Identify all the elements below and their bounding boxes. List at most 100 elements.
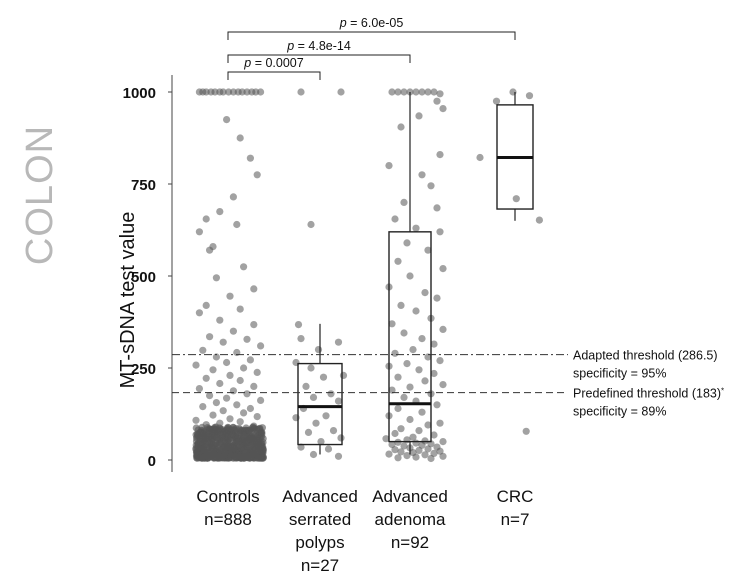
y-tick-label: 250: [131, 361, 156, 378]
control-point: [220, 435, 228, 443]
adenoma-point: [412, 453, 420, 461]
control-point: [229, 193, 237, 201]
control-point: [202, 301, 210, 309]
adenoma-point: [433, 204, 441, 212]
bracket-line: [227, 54, 411, 63]
adenoma-point: [439, 381, 447, 389]
adenoma-point: [400, 198, 408, 206]
control-point: [229, 387, 237, 395]
serrated-point: [294, 321, 303, 329]
control-point: [252, 449, 260, 457]
control-point: [246, 154, 254, 162]
control-point: [226, 292, 234, 300]
box-1: [297, 323, 343, 455]
control-point: [250, 321, 258, 329]
adenoma-point: [430, 88, 438, 96]
x-category-label: n=27: [301, 556, 339, 575]
control-point: [210, 427, 218, 435]
control-point: [199, 403, 207, 411]
adenoma-point: [439, 105, 447, 113]
control-point: [212, 274, 220, 282]
control-point: [250, 285, 258, 293]
x-category-label: polyps: [295, 533, 344, 552]
control-point: [237, 444, 245, 452]
control-point: [204, 452, 212, 460]
boxes: [297, 92, 534, 455]
control-point: [230, 426, 238, 434]
p-value-label: p = 0.0007: [243, 56, 303, 70]
adenoma-point: [388, 320, 396, 328]
adenoma-point: [415, 427, 423, 435]
side-label: COLON: [8, 100, 68, 290]
crc-point: [535, 216, 544, 224]
comparison-bracket: p = 4.8e-14: [227, 39, 411, 63]
adenoma-point: [436, 90, 444, 98]
x-category-label: Advanced: [282, 487, 358, 506]
adenoma-point: [433, 97, 441, 105]
adenoma-point: [400, 88, 408, 96]
side-label-text: COLON: [19, 125, 61, 265]
y-tick-label: 0: [148, 453, 156, 470]
control-point: [257, 88, 265, 96]
y-axis: 0 250 500 750 1000: [123, 75, 173, 472]
adenoma-point: [421, 377, 429, 385]
control-point: [257, 396, 265, 404]
threshold-marker: *: [721, 386, 724, 395]
adenoma-point: [421, 451, 429, 459]
control-point: [195, 309, 203, 317]
adenoma-point: [439, 438, 447, 446]
control-point: [209, 366, 217, 374]
adenoma-point: [403, 360, 411, 368]
bracket-line: [227, 71, 321, 80]
adenoma-point: [439, 265, 447, 273]
serrated-point: [324, 445, 333, 453]
x-category-label: CRC: [497, 487, 534, 506]
adenoma-point: [391, 349, 399, 357]
serrated-point: [302, 382, 310, 390]
serrated-point: [309, 450, 318, 459]
adenoma-point: [424, 246, 432, 254]
serrated-point: [322, 412, 330, 420]
control-point: [192, 431, 200, 439]
serrated-point: [319, 373, 328, 381]
control-point: [215, 452, 223, 460]
adenoma-point: [403, 452, 411, 460]
adenoma-point: [418, 335, 426, 343]
serrated-point: [329, 427, 338, 435]
x-category-label: serrated: [289, 510, 351, 529]
serrated-point: [334, 338, 343, 346]
adenoma-point: [388, 88, 396, 96]
adenoma-point: [436, 419, 444, 427]
control-point: [192, 416, 200, 424]
adenoma-point: [424, 445, 432, 453]
adenoma-point: [415, 112, 423, 120]
control-point: [216, 446, 224, 454]
adenoma-point: [397, 448, 405, 456]
adenoma-point: [400, 393, 408, 401]
adenoma-point: [385, 450, 393, 458]
adenoma-point: [388, 386, 396, 394]
p-value-label: p = 4.8e-14: [286, 39, 351, 53]
crc-point: [522, 427, 530, 435]
control-point: [257, 342, 265, 350]
control-point: [226, 415, 234, 423]
adenoma-point: [418, 88, 426, 96]
adenoma-point: [400, 329, 408, 337]
adenoma-point: [433, 294, 441, 302]
control-point: [253, 413, 261, 421]
control-point: [243, 390, 251, 398]
adenoma-point: [382, 435, 390, 443]
control-point: [233, 220, 241, 229]
adenoma-point: [436, 357, 444, 365]
control-point: [235, 437, 243, 446]
threshold-label: Predefined threshold (183)*: [573, 386, 724, 401]
adenoma-point: [427, 182, 435, 190]
adenoma-point: [412, 88, 420, 96]
control-point: [212, 353, 220, 361]
x-category-label: Controls: [196, 487, 259, 506]
crc-point: [492, 97, 501, 105]
data-points: [192, 88, 544, 463]
control-point: [196, 438, 204, 446]
control-point: [233, 401, 241, 409]
control-point: [240, 263, 248, 271]
